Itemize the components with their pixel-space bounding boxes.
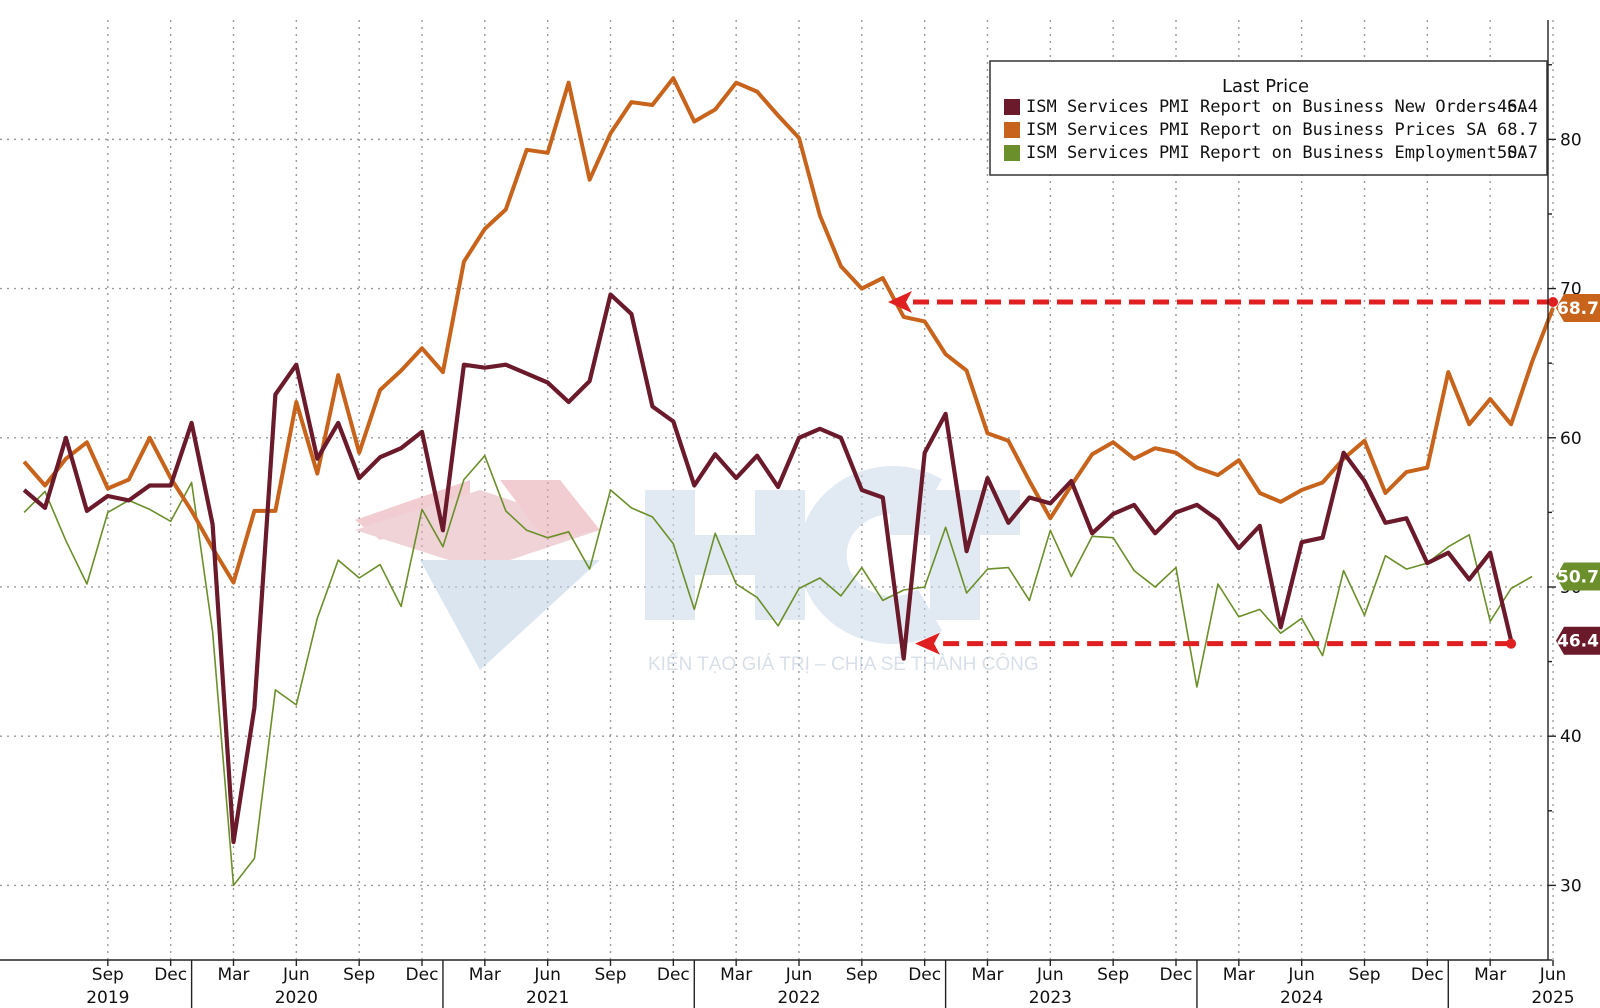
legend-label: ISM Services PMI Report on Business Empl… xyxy=(1026,143,1528,163)
x-tick-label: Mar xyxy=(971,965,1003,985)
series-line-1 xyxy=(22,76,1555,585)
last-value-tags: 68.7 50.7 46.4 xyxy=(1556,293,1600,655)
x-tick-label: Dec xyxy=(657,965,690,985)
legend-value: 68.7 xyxy=(1497,120,1538,140)
legend-title: Last Price xyxy=(1222,76,1309,97)
x-tick-label: Sep xyxy=(92,965,124,985)
legend: Last Price ISM Services PMI Report on Bu… xyxy=(989,60,1548,176)
x-tick-label: Mar xyxy=(1223,965,1255,985)
tag-text: 68.7 xyxy=(1557,299,1599,319)
legend-label: ISM Services PMI Report on Business New … xyxy=(1026,97,1528,117)
tag-text: 50.7 xyxy=(1557,568,1599,588)
x-tick-label: Mar xyxy=(720,965,752,985)
arrowhead-prices xyxy=(888,291,912,313)
watermark-tagline: KIẾN TẠO GIÁ TRỊ – CHIA SẺ THÀNH CÔNG xyxy=(648,653,1039,675)
x-tick-label: Dec xyxy=(406,965,439,985)
x-tick-label: Dec xyxy=(908,965,941,985)
last-value-tag: 50.7 xyxy=(1556,562,1600,591)
x-year-label: 2021 xyxy=(526,988,569,1008)
legend-box xyxy=(989,60,1548,176)
x-tick-label: Dec xyxy=(1160,965,1193,985)
x-tick-label: Dec xyxy=(154,965,187,985)
legend-swatch xyxy=(1004,145,1020,161)
axes: 304050607080Sep2019DecMarJun2020SepDecMa… xyxy=(0,20,1582,1008)
y-tick-label: 40 xyxy=(1560,727,1582,747)
y-tick-label: 30 xyxy=(1560,876,1582,896)
x-tick-label: Sep xyxy=(1348,965,1380,985)
last-value-tag: 68.7 xyxy=(1556,293,1600,322)
x-year-label: 2020 xyxy=(275,988,318,1008)
x-tick-label: Sep xyxy=(343,965,375,985)
x-year-label: 2022 xyxy=(777,988,820,1008)
y-tick-label: 60 xyxy=(1560,429,1582,449)
x-tick-label: Dec xyxy=(1411,965,1444,985)
legend-swatch xyxy=(1004,99,1020,115)
x-tick-label: Jun xyxy=(1287,965,1315,985)
marker-prices xyxy=(1548,297,1558,307)
x-year-label: 2024 xyxy=(1280,988,1323,1008)
x-tick-label: Mar xyxy=(1474,965,1506,985)
x-year-label: 2019 xyxy=(86,988,129,1008)
series-line-2 xyxy=(23,454,1533,887)
last-value-tag: 46.4 xyxy=(1556,626,1600,655)
x-tick-label: Jun xyxy=(1539,965,1567,985)
legend-label: ISM Services PMI Report on Business Pric… xyxy=(1026,120,1487,140)
series-lines xyxy=(22,76,1555,887)
legend-swatch xyxy=(1004,122,1020,138)
x-year-label: 2025 xyxy=(1531,988,1574,1008)
legend-value: 46.4 xyxy=(1497,97,1538,117)
tag-background xyxy=(1556,293,1600,322)
tag-text: 46.4 xyxy=(1557,632,1599,652)
x-tick-label: Jun xyxy=(785,965,813,985)
watermark-logo: KIẾN TẠO GIÁ TRỊ – CHIA SẺ THÀNH CÔNG xyxy=(355,466,1039,675)
x-tick-label: Mar xyxy=(217,965,249,985)
marker-orders xyxy=(1506,638,1517,649)
series-line-0 xyxy=(22,292,1514,845)
x-tick-label: Sep xyxy=(846,965,878,985)
annotation-arrows xyxy=(888,291,1558,655)
x-tick-label: Sep xyxy=(594,965,626,985)
x-tick-label: Mar xyxy=(469,965,501,985)
x-tick-label: Sep xyxy=(1097,965,1129,985)
legend-value: 50.7 xyxy=(1497,143,1538,163)
x-tick-label: Jun xyxy=(282,965,310,985)
arrowhead-orders xyxy=(915,632,940,655)
tag-background xyxy=(1556,562,1600,591)
y-tick-label: 80 xyxy=(1560,130,1582,150)
x-tick-label: Jun xyxy=(533,965,561,985)
x-year-label: 2023 xyxy=(1029,988,1072,1008)
tag-background xyxy=(1556,626,1600,655)
x-tick-label: Jun xyxy=(1036,965,1064,985)
